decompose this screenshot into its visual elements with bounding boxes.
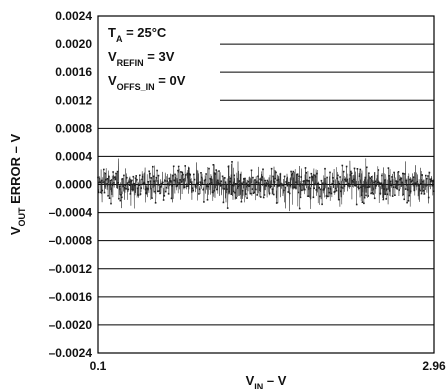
y-tick-label: –0.0012: [49, 262, 93, 276]
annotation-block: TA = 25°C VREFIN = 3V VOFFS_IN = 0V: [108, 25, 186, 92]
annotation-line: TA = 25°C: [108, 25, 167, 44]
y-tick-label: 0.0020: [55, 37, 92, 51]
y-tick-label: –0.0008: [49, 234, 93, 248]
y-tick-label: –0.0020: [49, 318, 93, 332]
x-tick-label: 2.96: [422, 359, 446, 373]
y-tick-label: –0.0024: [49, 346, 93, 360]
series-trace: [97, 158, 435, 212]
annotation-background: [98, 19, 220, 101]
annotation-line: VOFFS_IN = 0V: [108, 73, 186, 92]
y-tick-label: 0.0004: [55, 149, 92, 163]
y-axis-title: VOUT ERROR – V: [8, 133, 27, 235]
plot-frame: [97, 15, 435, 354]
x-axis-title: VIN – V: [246, 373, 287, 389]
y-tick-label: 0.0016: [55, 65, 92, 79]
y-tick-label: 0.0024: [55, 9, 92, 23]
x-tick-label: 0.1: [90, 359, 107, 373]
y-tick-label: –0.0016: [49, 290, 93, 304]
y-tick-label: 0.0012: [55, 93, 92, 107]
data-points: [97, 158, 435, 212]
y-tick-labels: 0.0024 0.0020 0.0016 0.0012 0.0008 0.0004 0.00…: [49, 9, 93, 360]
y-tick-label: –0.0004: [49, 206, 93, 220]
y-tick-label: 0.0008: [55, 121, 92, 135]
annotation-line: VREFIN = 3V: [108, 49, 175, 68]
x-tick-labels: 0.1 2.96: [90, 359, 446, 373]
y-tick-label: 0.0000: [55, 178, 92, 192]
